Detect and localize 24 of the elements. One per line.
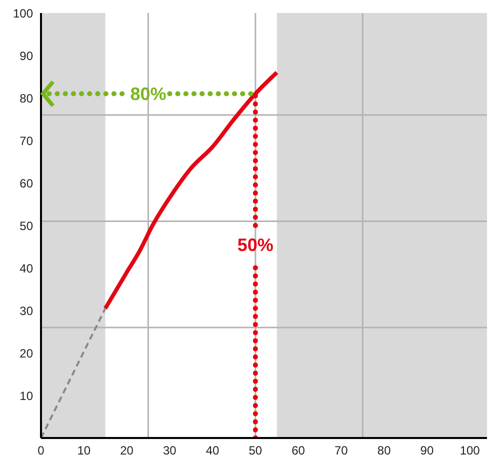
y-tick-label: 20 [20, 346, 34, 360]
x-tick-label: 70 [334, 444, 348, 457]
x-tick-label: 40 [206, 444, 220, 457]
y-tick-label: 10 [20, 388, 34, 403]
x-tick-label: 50 [248, 444, 262, 457]
x-tick-label: 100 [460, 444, 480, 457]
x-tick-label: 30 [162, 444, 177, 457]
y-tick-label: 40 [20, 261, 34, 276]
y-tick-label: 30 [20, 304, 34, 318]
x-tick-label: 90 [420, 444, 434, 457]
y-tick-label: 90 [20, 48, 34, 63]
line-series [103, 70, 279, 310]
y-tick-label: 70 [20, 134, 34, 148]
x-tick-label: 20 [120, 444, 134, 457]
x-tick-label: 10 [77, 444, 91, 457]
x-tick-label: 0 [38, 444, 45, 457]
y-tick-label: 80 [20, 91, 34, 106]
x-tick-label: 60 [292, 444, 306, 457]
annotation: 80% [130, 84, 166, 104]
x-tick-label: 80 [377, 444, 392, 457]
annotation: 50% [237, 234, 274, 255]
y-tick-label: 60 [20, 176, 34, 190]
y-tick-label: 100 [12, 6, 34, 20]
y-tick-label: 50 [20, 218, 34, 233]
